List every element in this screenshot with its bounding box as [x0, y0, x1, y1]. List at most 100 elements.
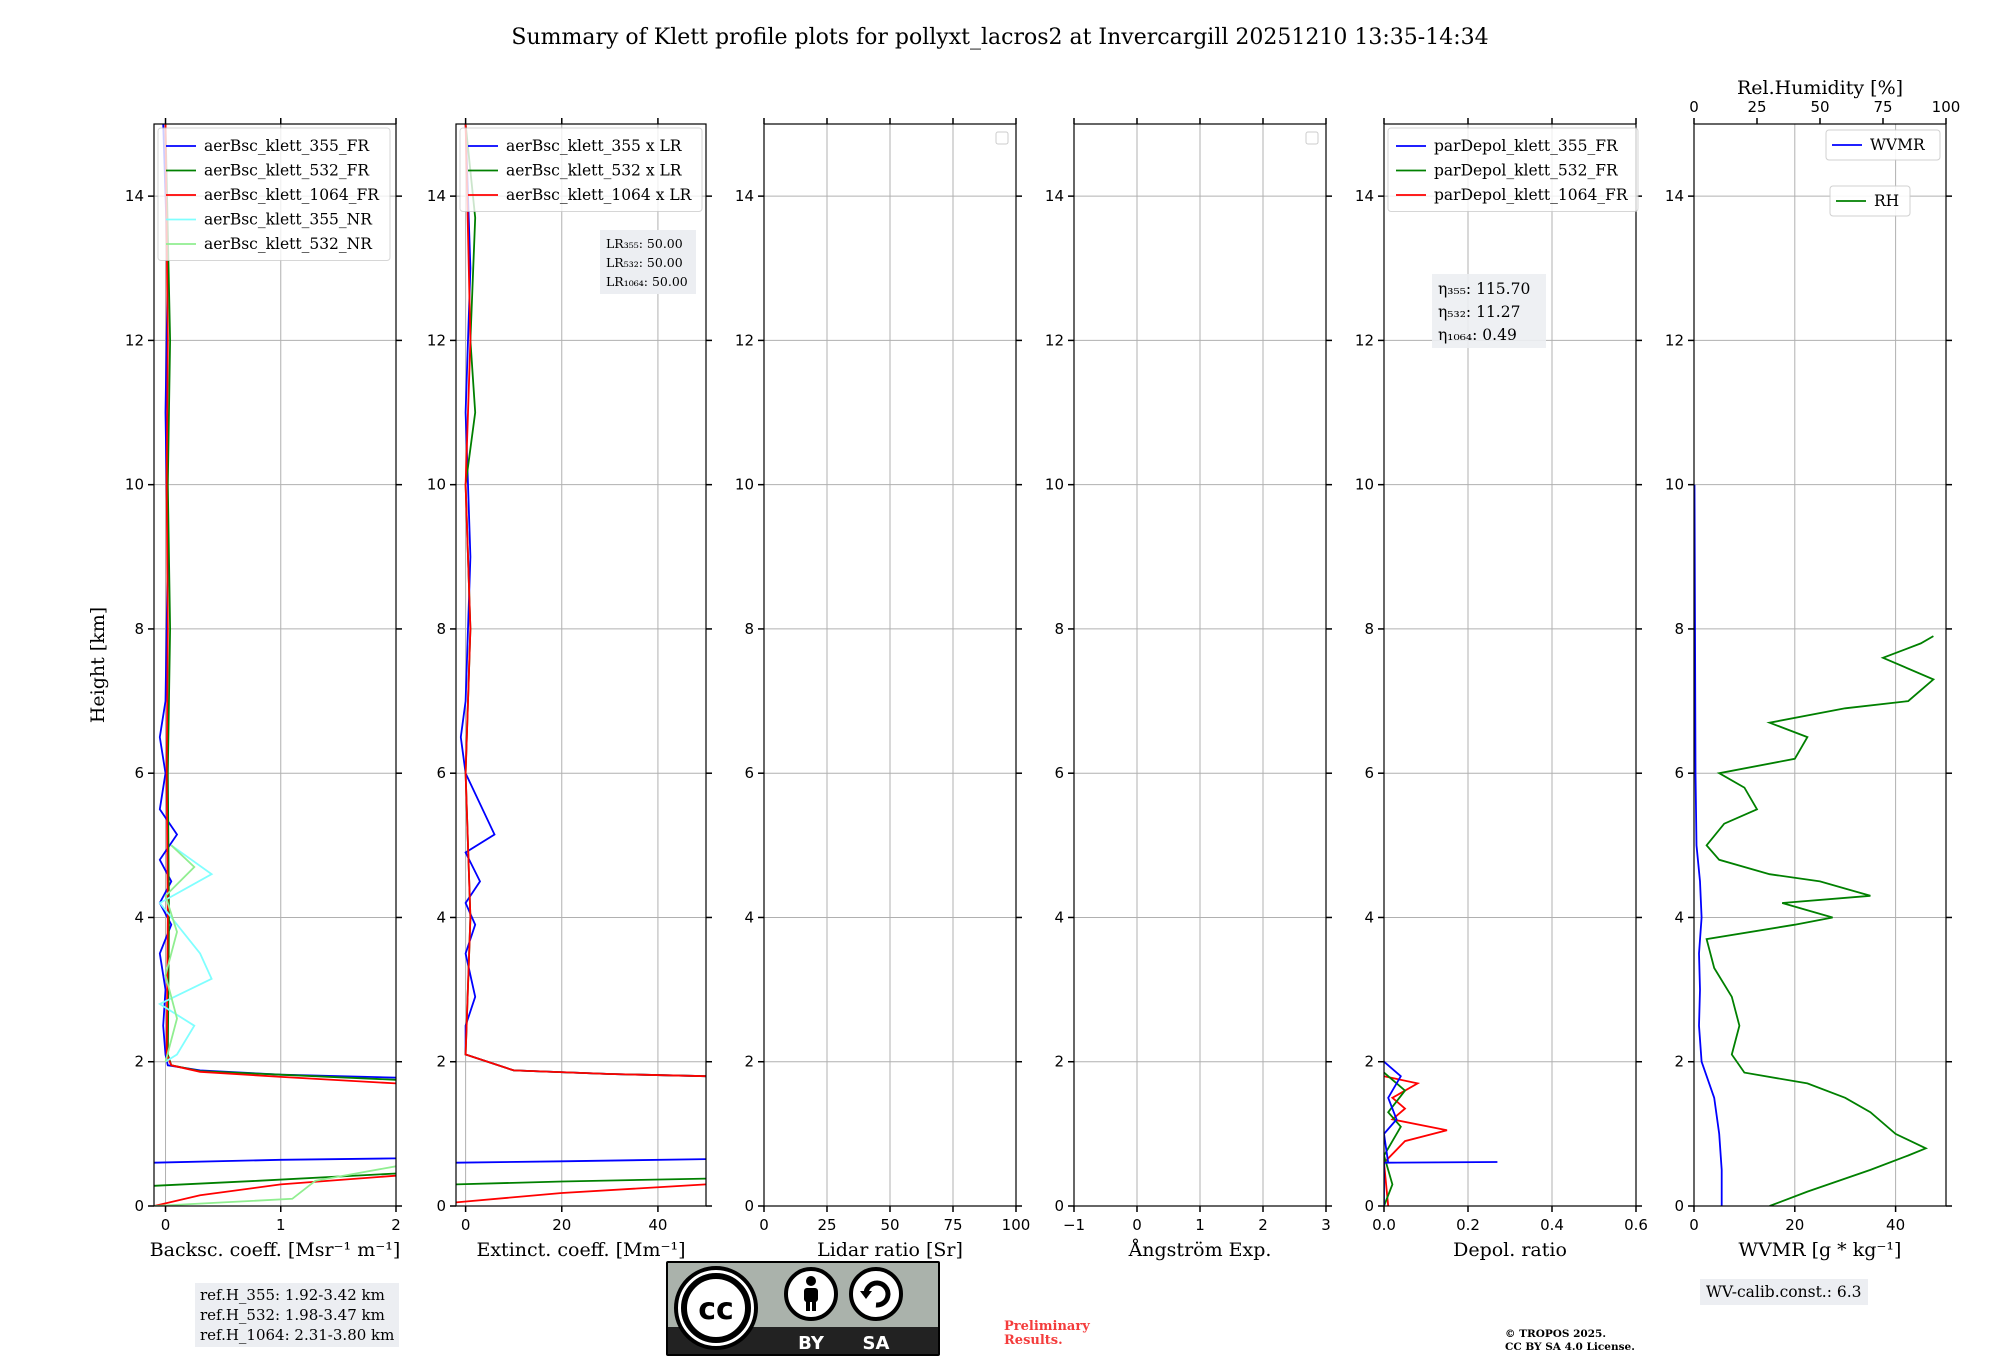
- series-aerBsc_klett_532_NR_near: [154, 1165, 396, 1206]
- extinction-legend: [459, 127, 703, 212]
- extinction-xtick-label: 40: [648, 1216, 667, 1234]
- depolarization-frame: [1383, 123, 1637, 1207]
- lidar-ratio-xtick-label: 50: [880, 1216, 899, 1234]
- legend-box-rh: [1829, 185, 1911, 217]
- backscatter-xlabel: Backsc. coeff. [Msr⁻¹ m⁻¹]: [150, 1239, 401, 1261]
- legend-label: aerBsc_klett_532_FR: [204, 162, 370, 180]
- legend-box-wvmr: [1825, 129, 1941, 161]
- extinction-ytick-label: 12: [427, 331, 446, 349]
- eta-value: η₃₅₅: 115.70: [1438, 280, 1530, 298]
- rh-top-tick-label: 50: [1810, 98, 1829, 116]
- lidar-ratio-xtick-label: 25: [817, 1216, 836, 1234]
- lidar-ratio-ytick-label: 6: [744, 764, 754, 782]
- angstrom-ytick-label: 0: [1054, 1197, 1064, 1215]
- copyright-line-2: CC BY SA 4.0 License.: [1505, 1341, 1635, 1353]
- series-aerBsc_klett_355_FR: [158, 124, 396, 1079]
- extinction-ytick-label: 2: [436, 1053, 446, 1071]
- water-vapor-xtick-label: 20: [1785, 1216, 1804, 1234]
- extinction-ytick-label: 8: [436, 620, 446, 638]
- extinction-ytick-label: 10: [427, 476, 446, 494]
- angstrom-ytick-label: 6: [1054, 764, 1064, 782]
- backscatter-series-group: [154, 124, 396, 1206]
- series-RH: [1705, 635, 1936, 1206]
- lidar-ratio-ytick-label: 10: [735, 476, 754, 494]
- lidar-ratio-xtick-label: 75: [943, 1216, 962, 1234]
- depolarization-ytick-label: 2: [1364, 1053, 1374, 1071]
- lidar-ratio-xlabel: Lidar ratio [Sr]: [817, 1239, 963, 1261]
- series-ext_532_near: [456, 1177, 706, 1186]
- angstrom-xtick-label: 3: [1321, 1216, 1331, 1234]
- legend-label: aerBsc_klett_1064_FR: [204, 186, 380, 204]
- ref-height-1064: ref.H_1064: 2.31-3.80 km: [200, 1326, 395, 1344]
- depolarization-ytick-label: 8: [1364, 620, 1374, 638]
- extinction-series-group: [456, 124, 706, 1204]
- depolarization-legend: [1387, 127, 1639, 212]
- rh-top-tick-label: 100: [1932, 98, 1961, 116]
- rh-top-tick-label: 25: [1747, 98, 1766, 116]
- legend-label: RH: [1874, 192, 1899, 210]
- lidar-ratio-empty-legend: [995, 131, 1009, 145]
- angstrom-xtick-label: 0: [1132, 1216, 1142, 1234]
- depolarization-ytick-label: 4: [1364, 908, 1374, 926]
- water-vapor-ytick-label: 2: [1674, 1053, 1684, 1071]
- series-aerBsc_klett_532_FR_near: [154, 1172, 396, 1187]
- by-label: BY: [798, 1333, 825, 1354]
- legend-label: aerBsc_klett_532_NR: [204, 235, 373, 253]
- water-vapor-ytick-label: 4: [1674, 908, 1684, 926]
- angstrom-xtick-label: 1: [1195, 1216, 1205, 1234]
- backscatter-ytick-label: 10: [125, 476, 144, 494]
- series-aerBsc_klett_532_NR: [164, 844, 196, 1062]
- angstrom-ytick-label: 4: [1054, 908, 1064, 926]
- series-parDepol_klett_1064_FR: [1384, 1075, 1448, 1206]
- series-aerBsc_klett_355_FR_near: [154, 1157, 396, 1164]
- preliminary-line-1: Preliminary: [1004, 1319, 1090, 1334]
- lidar-ratio-value: LR₅₃₂: 50.00: [606, 255, 683, 270]
- panel-lidar-ratio: 0 2 4 6 8 10 12 14 0 25 50 75 100 Lidar ratio [Sr]: [735, 118, 1030, 1261]
- copyright-line-1: © TROPOS 2025.: [1505, 1328, 1607, 1340]
- depolarization-series-group: [1384, 1061, 1498, 1206]
- angstrom-xtick-label: 2: [1258, 1216, 1268, 1234]
- angstrom-ytick-label: 2: [1054, 1053, 1064, 1071]
- lidar-ratio-value: LR₃₅₅: 50.00: [606, 236, 683, 251]
- angstrom-empty-legend: [1305, 131, 1319, 145]
- extinction-frame: [455, 123, 707, 1207]
- ref-height-532: ref.H_532: 1.98-3.47 km: [200, 1306, 385, 1324]
- water-vapor-ytick-label: 14: [1665, 187, 1684, 205]
- preliminary-results-note: Preliminary Results.: [1004, 1320, 1090, 1348]
- depolarization-ytick-label: 14: [1355, 187, 1374, 205]
- lidar-ratio-value: LR₁₀₆₄: 50.00: [606, 274, 688, 289]
- reference-height-box: ref.H_355: 1.92-3.42 km ref.H_532: 1.98-…: [195, 1283, 400, 1347]
- lidar-ratio-ytick-label: 0: [744, 1197, 754, 1215]
- water-vapor-ytick-label: 12: [1665, 331, 1684, 349]
- extinction-ytick-label: 0: [436, 1197, 446, 1215]
- lidar-ratio-ytick-label: 8: [744, 620, 754, 638]
- angstrom-ytick-label: 12: [1045, 331, 1064, 349]
- series-ext_355_near: [456, 1158, 706, 1164]
- depolarization-xtick-label: 0.6: [1624, 1216, 1648, 1234]
- legend-label: parDepol_klett_532_FR: [1434, 162, 1619, 180]
- backscatter-legend: [157, 127, 391, 261]
- water-vapor-xlabel: WVMR [g * kg⁻¹]: [1739, 1239, 1902, 1261]
- depolarization-ytick-label: 6: [1364, 764, 1374, 782]
- water-vapor-series-group: [1694, 484, 1936, 1206]
- series-aerBsc_klett_532_FR: [164, 124, 396, 1081]
- backscatter-ytick-label: 0: [134, 1197, 144, 1215]
- copyright-note: © TROPOS 2025. CC BY SA 4.0 License.: [1505, 1328, 1635, 1354]
- rh-top-tick-label: 75: [1873, 98, 1892, 116]
- extinction-xlabel: Extinct. coeff. [Mm⁻¹]: [476, 1239, 685, 1261]
- angstrom-xlabel: Ångström Exp.: [1128, 1239, 1272, 1261]
- eta-annotation: [1432, 274, 1546, 348]
- legend-label: WVMR: [1870, 136, 1926, 154]
- figure-title: Summary of Klett profile plots for polly…: [511, 25, 1488, 50]
- lidar-ratio-xtick-label: 0: [759, 1216, 769, 1234]
- water-vapor-frame: [1693, 123, 1947, 1207]
- extinction-xtick-label: 0: [461, 1216, 471, 1234]
- panel-extinction: 0 2 4 6 8 10 12 14 0 20 40 Extinct. coeff. [Mm⁻¹] ae…: [427, 118, 712, 1261]
- series-ext_1064_near: [456, 1183, 706, 1204]
- water-vapor-xtick-label: 40: [1886, 1216, 1905, 1234]
- panel-water-vapor: 0 2 4 6 8 10 12 14 0 20 40 WVMR [g * kg⁻¹] 0 25 50 75 10…: [1665, 77, 1960, 1261]
- legend-label: aerBsc_klett_532 x LR: [506, 162, 683, 180]
- backscatter-ytick-label: 14: [125, 187, 144, 205]
